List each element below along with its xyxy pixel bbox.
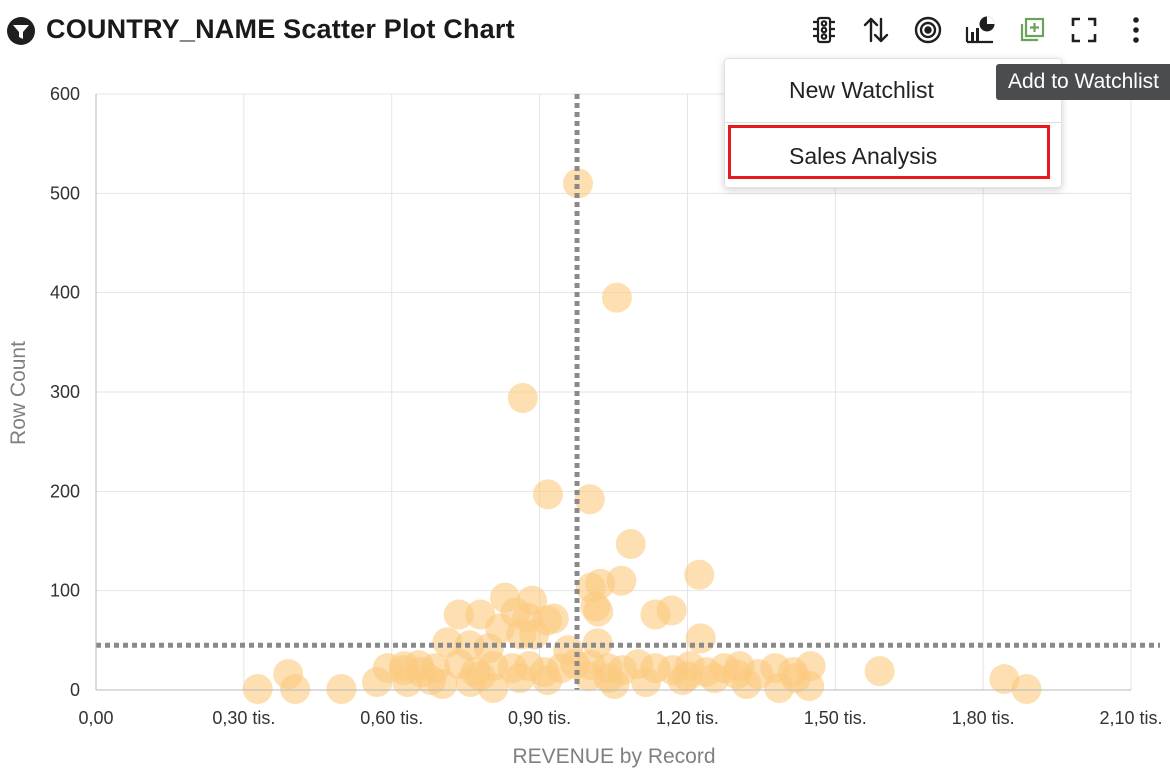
fullscreen-icon <box>1071 17 1097 43</box>
data-point <box>672 661 703 692</box>
filter-icon[interactable] <box>6 16 36 46</box>
data-point <box>615 528 646 559</box>
x-tick-label: 2,10 tis. <box>1099 708 1162 728</box>
data-point <box>532 479 563 510</box>
data-point <box>593 663 624 694</box>
data-point <box>242 674 273 705</box>
data-point <box>684 559 715 590</box>
more-options-icon <box>1133 17 1139 43</box>
watchlist-menu: New Watchlist Sales Analysis <box>724 58 1062 188</box>
sort-button[interactable] <box>859 13 893 47</box>
fullscreen-button[interactable] <box>1067 13 1101 47</box>
data-point <box>721 659 752 690</box>
traffic-light-button[interactable] <box>807 13 841 47</box>
reference-lines <box>96 94 1160 690</box>
menu-divider <box>725 122 1061 123</box>
data-point <box>864 656 895 687</box>
data-point <box>507 382 538 413</box>
page-title: COUNTRY_NAME Scatter Plot Chart <box>46 14 515 44</box>
y-tick-label: 600 <box>50 84 80 104</box>
x-tick-label: 1,80 tis. <box>952 708 1015 728</box>
x-tick-label: 0,00 <box>78 708 113 728</box>
x-tick-label: 1,20 tis. <box>656 708 719 728</box>
data-point <box>699 663 730 694</box>
x-tick-label: 0,90 tis. <box>508 708 571 728</box>
x-tick-label: 1,50 tis. <box>804 708 867 728</box>
data-point <box>1011 674 1042 705</box>
menu-item-new-watchlist[interactable]: New Watchlist <box>725 61 1061 119</box>
x-tick-label: 0,60 tis. <box>360 708 423 728</box>
chart-header: COUNTRY_NAME Scatter Plot Chart <box>0 0 1170 62</box>
menu-item-label: New Watchlist <box>789 77 934 103</box>
data-point <box>685 623 716 654</box>
tooltip-text: Add to Watchlist <box>1008 70 1159 93</box>
data-point <box>532 665 563 696</box>
y-tick-label: 0 <box>70 680 80 700</box>
y-tick-label: 100 <box>50 581 80 601</box>
data-point <box>631 667 662 698</box>
data-point <box>780 663 811 694</box>
chart-type-button[interactable] <box>963 13 997 47</box>
data-point <box>361 667 392 698</box>
add-to-watchlist-icon <box>1020 17 1045 42</box>
target-icon <box>914 16 942 44</box>
sort-icon <box>863 17 889 43</box>
data-point <box>640 599 671 630</box>
data-point <box>504 663 535 694</box>
data-point <box>583 596 614 627</box>
data-point <box>465 661 496 692</box>
y-tick-label: 300 <box>50 382 80 402</box>
data-point <box>280 674 311 705</box>
x-axis-label: REVENUE by Record <box>512 745 715 768</box>
chart-points <box>242 168 1042 705</box>
data-point <box>326 674 357 705</box>
data-point <box>406 657 437 688</box>
data-point <box>601 282 632 313</box>
y-tick-label: 400 <box>50 283 80 303</box>
y-tick-label: 500 <box>50 183 80 203</box>
chart-axes: 0,00 0,30 tis. 0,60 tis. 0,90 tis. 1,20 tis.… <box>50 84 1163 728</box>
watchlist-tooltip: Add to Watchlist <box>996 64 1170 100</box>
x-tick-label: 0,30 tis. <box>212 708 275 728</box>
menu-item-sales-analysis[interactable]: Sales Analysis <box>725 127 1061 185</box>
more-options-button[interactable] <box>1119 13 1153 47</box>
data-point <box>574 484 605 515</box>
traffic-light-icon <box>813 16 835 44</box>
y-tick-label: 200 <box>50 481 80 501</box>
y-axis-label: Row Count <box>7 341 30 445</box>
target-button[interactable] <box>911 13 945 47</box>
chart-type-icon <box>965 16 995 44</box>
menu-item-label: Sales Analysis <box>789 143 938 169</box>
add-to-watchlist-button[interactable] <box>1015 13 1049 47</box>
data-point <box>443 599 474 630</box>
data-point <box>563 168 594 199</box>
data-point <box>519 619 550 650</box>
